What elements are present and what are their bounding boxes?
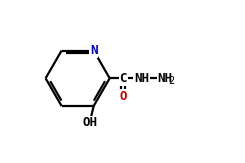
Text: NH: NH [134, 72, 149, 85]
Text: N: N [90, 44, 98, 57]
Text: C: C [120, 72, 127, 85]
Text: 2: 2 [168, 76, 174, 86]
Text: O: O [120, 90, 127, 103]
Text: OH: OH [82, 116, 97, 129]
Text: NH: NH [158, 72, 172, 85]
